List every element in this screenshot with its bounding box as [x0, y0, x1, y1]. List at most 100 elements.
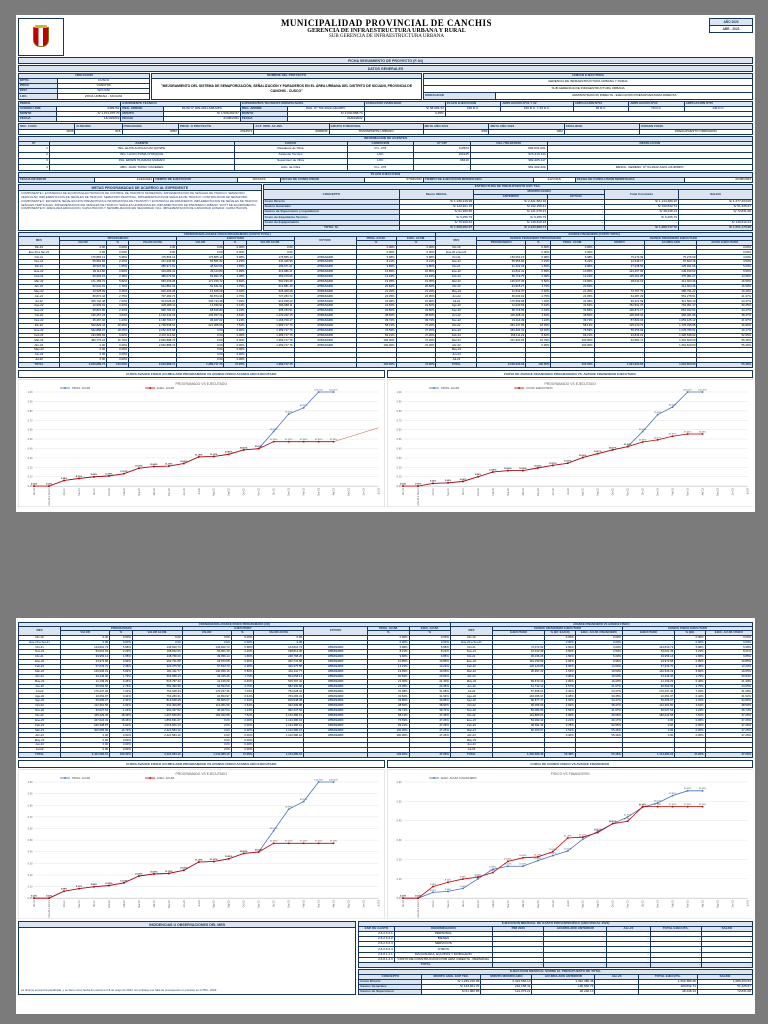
svg-text:Ene-22: Ene-22	[476, 899, 479, 907]
svg-text:Abr-23: Abr-23	[333, 487, 336, 495]
incidencias-block: INCIDENCIAS U OBSERVACIONES DEL MES La o…	[18, 921, 357, 996]
org-titles: MUNICIPALIDAD PROVINCIAL DE CANCHIS GERE…	[64, 18, 709, 39]
svg-text:Mar-22: Mar-22	[506, 899, 509, 907]
svg-text:31.08%: 31.08%	[195, 454, 202, 456]
svg-text:49.17%: 49.17%	[653, 437, 660, 439]
svg-text:14.96%: 14.96%	[489, 469, 496, 471]
estructura-presupuesto-table: ESTRUCTURA DE PRESUPUESTO EXP. TEC. CONCE…	[262, 184, 754, 231]
svg-text:9.86%: 9.86%	[91, 474, 97, 476]
svg-text:33.86%: 33.86%	[225, 452, 232, 454]
svg-text:Ago-22: Ago-22	[581, 487, 584, 495]
svg-text:16.50%: 16.50%	[519, 468, 526, 470]
svg-text:0.00%: 0.00%	[399, 895, 405, 897]
svg-text:Mar-23: Mar-23	[686, 899, 689, 907]
svg-text:0.50: 0.50	[396, 438, 401, 441]
svg-text:39.74%: 39.74%	[255, 849, 262, 851]
svg-text:0.00%: 0.00%	[414, 895, 420, 897]
table-row: Jun-23 0.00 0.00% 0.00 0.00% Jun-23- -	[18, 352, 753, 359]
svg-text:0.60: 0.60	[396, 428, 401, 431]
secuencia-funcional-table: SEC. FUNC. FUNCION PROGRAMA PROD. O PROYECT…	[17, 123, 753, 135]
svg-text:0.00%: 0.00%	[399, 483, 405, 485]
svg-text:3.00%: 3.00%	[429, 481, 435, 483]
table-row: Oct-21 144,810.73 5.98% 144,810.73 144,810.7…	[17, 644, 754, 651]
svg-text:Jun-22: Jun-22	[183, 899, 186, 907]
svg-text:13.23%: 13.23%	[120, 880, 127, 882]
svg-text:14.96%: 14.96%	[489, 867, 496, 869]
svg-text:Jun-23: Jun-23	[363, 899, 366, 907]
svg-text:10.85%: 10.85%	[474, 874, 481, 876]
svg-text:47.26%: 47.26%	[698, 804, 705, 806]
svg-text:Mar-23: Mar-23	[318, 487, 321, 495]
svg-text:Abr-23: Abr-23	[701, 487, 704, 495]
svg-text:31.08%: 31.08%	[195, 859, 202, 861]
svg-text:46.96%: 46.96%	[638, 805, 645, 807]
svg-text:52.95%: 52.95%	[668, 793, 675, 795]
svg-text:Nov-22: Nov-22	[258, 487, 261, 495]
svg-text:Mar-22: Mar-22	[506, 487, 509, 495]
svg-text:Oct-22: Oct-22	[611, 899, 614, 907]
svg-text:47.26%: 47.26%	[330, 439, 337, 441]
svg-text:Abr-22: Abr-22	[153, 487, 156, 495]
svg-text:47.26%: 47.26%	[330, 841, 337, 843]
svg-text:20.84%: 20.84%	[150, 464, 157, 466]
svg-text:55.46%: 55.46%	[698, 788, 705, 790]
svg-text:47.26%: 47.26%	[315, 439, 322, 441]
svg-text:21.30%: 21.30%	[165, 463, 172, 465]
svg-text:0.70: 0.70	[28, 419, 33, 422]
fisico-cd-line-chart: PROGRAMADO VS EJECUTADO 0.00 0.10 0.20 0.30 0…	[18, 768, 385, 919]
svg-text:16.50%: 16.50%	[504, 864, 511, 866]
svg-text:21.97%: 21.97%	[549, 463, 556, 465]
svg-text:5.98%: 5.98%	[61, 478, 67, 480]
svg-text:5.00%: 5.00%	[459, 479, 465, 481]
table-row: CODIGO UNIF. 2399762 REG. APROB. MUNI Nº 00…	[17, 105, 754, 113]
svg-text:100.00%: 100.00%	[329, 389, 338, 391]
table-row: TOTAL S/. S/ 1,508,282.97 S/ 2,940,888.74-…	[262, 224, 753, 231]
svg-text:38.47%: 38.47%	[608, 821, 615, 823]
chart-fisico-title: CURVA AVANCE FISICO ACUMULADO PROGRAMADO…	[18, 369, 385, 378]
svg-text:16.50%: 16.50%	[504, 468, 511, 470]
svg-text:Ene-22: Ene-22	[476, 487, 479, 495]
svg-text:8.21%: 8.21%	[76, 476, 82, 478]
svg-text:Nov-21: Nov-21	[446, 899, 449, 907]
svg-text:8.21%: 8.21%	[444, 880, 450, 882]
svg-text:47.26%: 47.26%	[668, 804, 675, 806]
svg-text:Abr-22: Abr-22	[521, 899, 524, 907]
table-row: PERFIL EXPEDIENTE TECNICO EXPEDIENTES TECN…	[17, 100, 754, 107]
svg-text:Feb-23: Feb-23	[303, 487, 306, 495]
svg-text:Ene-20 a Set-21: Ene-20 a Set-21	[417, 487, 420, 505]
svg-text:31.52%: 31.52%	[579, 834, 586, 836]
svg-text:39.74%: 39.74%	[255, 446, 262, 448]
svg-text:Feb-23: Feb-23	[671, 899, 674, 907]
table-row: SUB GERENCIA DE INFRAESTRUCTURA URBANA	[423, 84, 753, 93]
metas-text: COMPONENTE I: EXISTENCIA DE EQUIPOS ELEC…	[21, 191, 259, 211]
svg-text:10.85%: 10.85%	[105, 883, 112, 885]
svg-text:Oct-22: Oct-22	[243, 487, 246, 495]
table-row: Jul-22 206,744.48 7.03% 914,028.20 206,744.4…	[18, 298, 753, 305]
svg-text:EJEC. ACUM: EJEC. ACUM	[157, 776, 174, 780]
svg-text:0.00%: 0.00%	[31, 895, 37, 897]
table-row: CRONOGRAMA AVANCE FISICO PROGRAMADO (COS…	[17, 231, 753, 238]
table-row: Dic-19 0.00 0.00% 0.00 0.00 0.00% 0.00 0.00% 0.0…	[18, 244, 753, 251]
svg-text:Abr-22: Abr-22	[153, 899, 156, 907]
svg-text:9.86%: 9.86%	[91, 884, 97, 886]
svg-text:33.86%: 33.86%	[593, 830, 600, 832]
table-row: 4 ABG. JUAN TUPAC CACERES Adm. de Obra D.L.…	[18, 164, 754, 172]
table-row: Mar-23 493,775.22 16.79% 2,940,888.74 0.00 0.…	[18, 337, 753, 344]
svg-text:19.40%: 19.40%	[534, 858, 541, 860]
svg-text:0.00%: 0.00%	[31, 895, 37, 897]
svg-text:PROGRAMADO VS EJECUTADO: PROGRAMADO VS EJECUTADO	[544, 382, 596, 386]
svg-text:0.00%: 0.00%	[31, 483, 37, 485]
page-2: CRONOGRAMA AVANCE FISICO PROGRAMADO (CD)…	[16, 618, 755, 1014]
chart-fisico-financiero-title: CURVA DE AVANCE FISICO VS AVANCE FINANCI…	[386, 759, 753, 768]
svg-text:76.59%: 76.59%	[285, 807, 292, 809]
svg-text:0.10: 0.10	[28, 476, 33, 479]
chart-fisico-cd-box: CURVA AVANCE FISICO ACUMULADO PROGRAMADO…	[18, 759, 385, 919]
svg-text:39.74%: 39.74%	[255, 446, 262, 448]
svg-text:0.00%: 0.00%	[46, 483, 52, 485]
svg-text:21.97%: 21.97%	[549, 853, 556, 855]
corner-box: AÑO 2023 ABR - 2023	[709, 18, 753, 33]
svg-text:May-22: May-22	[168, 487, 171, 496]
svg-text:21.30%: 21.30%	[165, 871, 172, 873]
nombre-proyecto-table: NOMBRE DEL PROYECTO "MEJORAMIENTO DEL SIS…	[150, 73, 423, 100]
bottom-row: INCIDENCIAS U OBSERVACIONES DEL MES La o…	[18, 921, 754, 996]
